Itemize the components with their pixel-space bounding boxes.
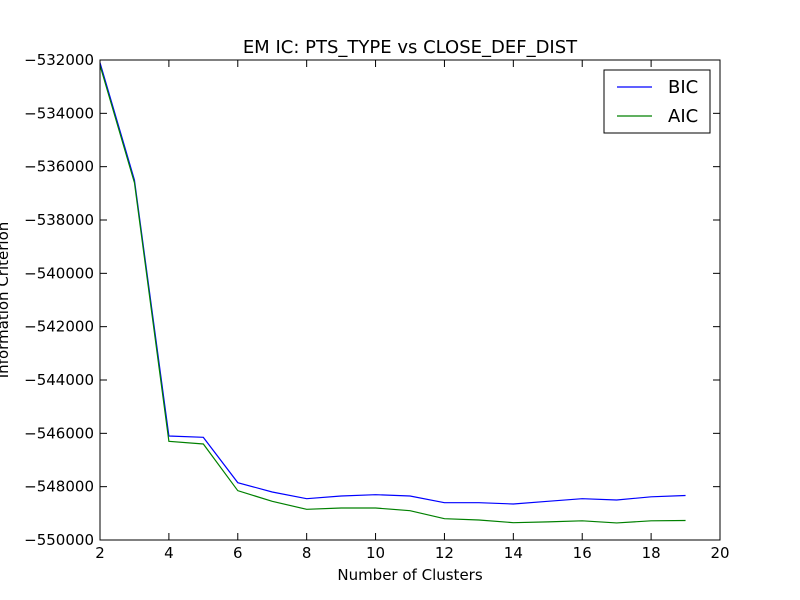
- series-layer: [99, 62, 686, 524]
- y-tick-label: −536000: [24, 158, 94, 176]
- series-line-bic: [99, 62, 686, 505]
- legend-label-bic: BIC: [668, 77, 698, 98]
- x-tick-label: 16: [573, 544, 592, 562]
- y-tick-label: −534000: [24, 104, 94, 122]
- y-axis-label: Information Criterion: [0, 222, 12, 379]
- y-tick-label: −542000: [24, 318, 94, 336]
- x-tick-label: 10: [366, 544, 385, 562]
- x-axis-label: Number of Clusters: [337, 566, 482, 584]
- legend-box: [603, 69, 711, 134]
- x-tick-label: 12: [435, 544, 454, 562]
- x-tick-label: 6: [233, 544, 243, 562]
- y-tick-label: −544000: [24, 371, 94, 389]
- x-tick-label: 14: [504, 544, 523, 562]
- x-tick-label: 8: [302, 544, 312, 562]
- y-tick-label: −540000: [24, 264, 94, 282]
- legend: BIC AIC: [603, 69, 711, 134]
- plot-frame: [99, 59, 721, 541]
- x-tick-label: 20: [710, 544, 729, 562]
- x-tick-label: 2: [95, 544, 105, 562]
- y-tick-label: −546000: [24, 424, 94, 442]
- chart-title: EM IC: PTS_TYPE vs CLOSE_DEF_DIST: [243, 37, 578, 58]
- legend-label-aic: AIC: [668, 106, 698, 127]
- series-line-aic: [99, 65, 686, 524]
- x-tick-label: 4: [164, 544, 174, 562]
- ticks-layer: 2 4 6 8 10 12 14 16 18 20 −550000 −548000 −546000 −54…: [24, 51, 729, 562]
- y-tick-label: −532000: [24, 51, 94, 69]
- y-tick-label: −548000: [24, 478, 94, 496]
- y-tick-label: −550000: [24, 531, 94, 549]
- y-tick-label: −538000: [24, 211, 94, 229]
- x-tick-label: 18: [642, 544, 661, 562]
